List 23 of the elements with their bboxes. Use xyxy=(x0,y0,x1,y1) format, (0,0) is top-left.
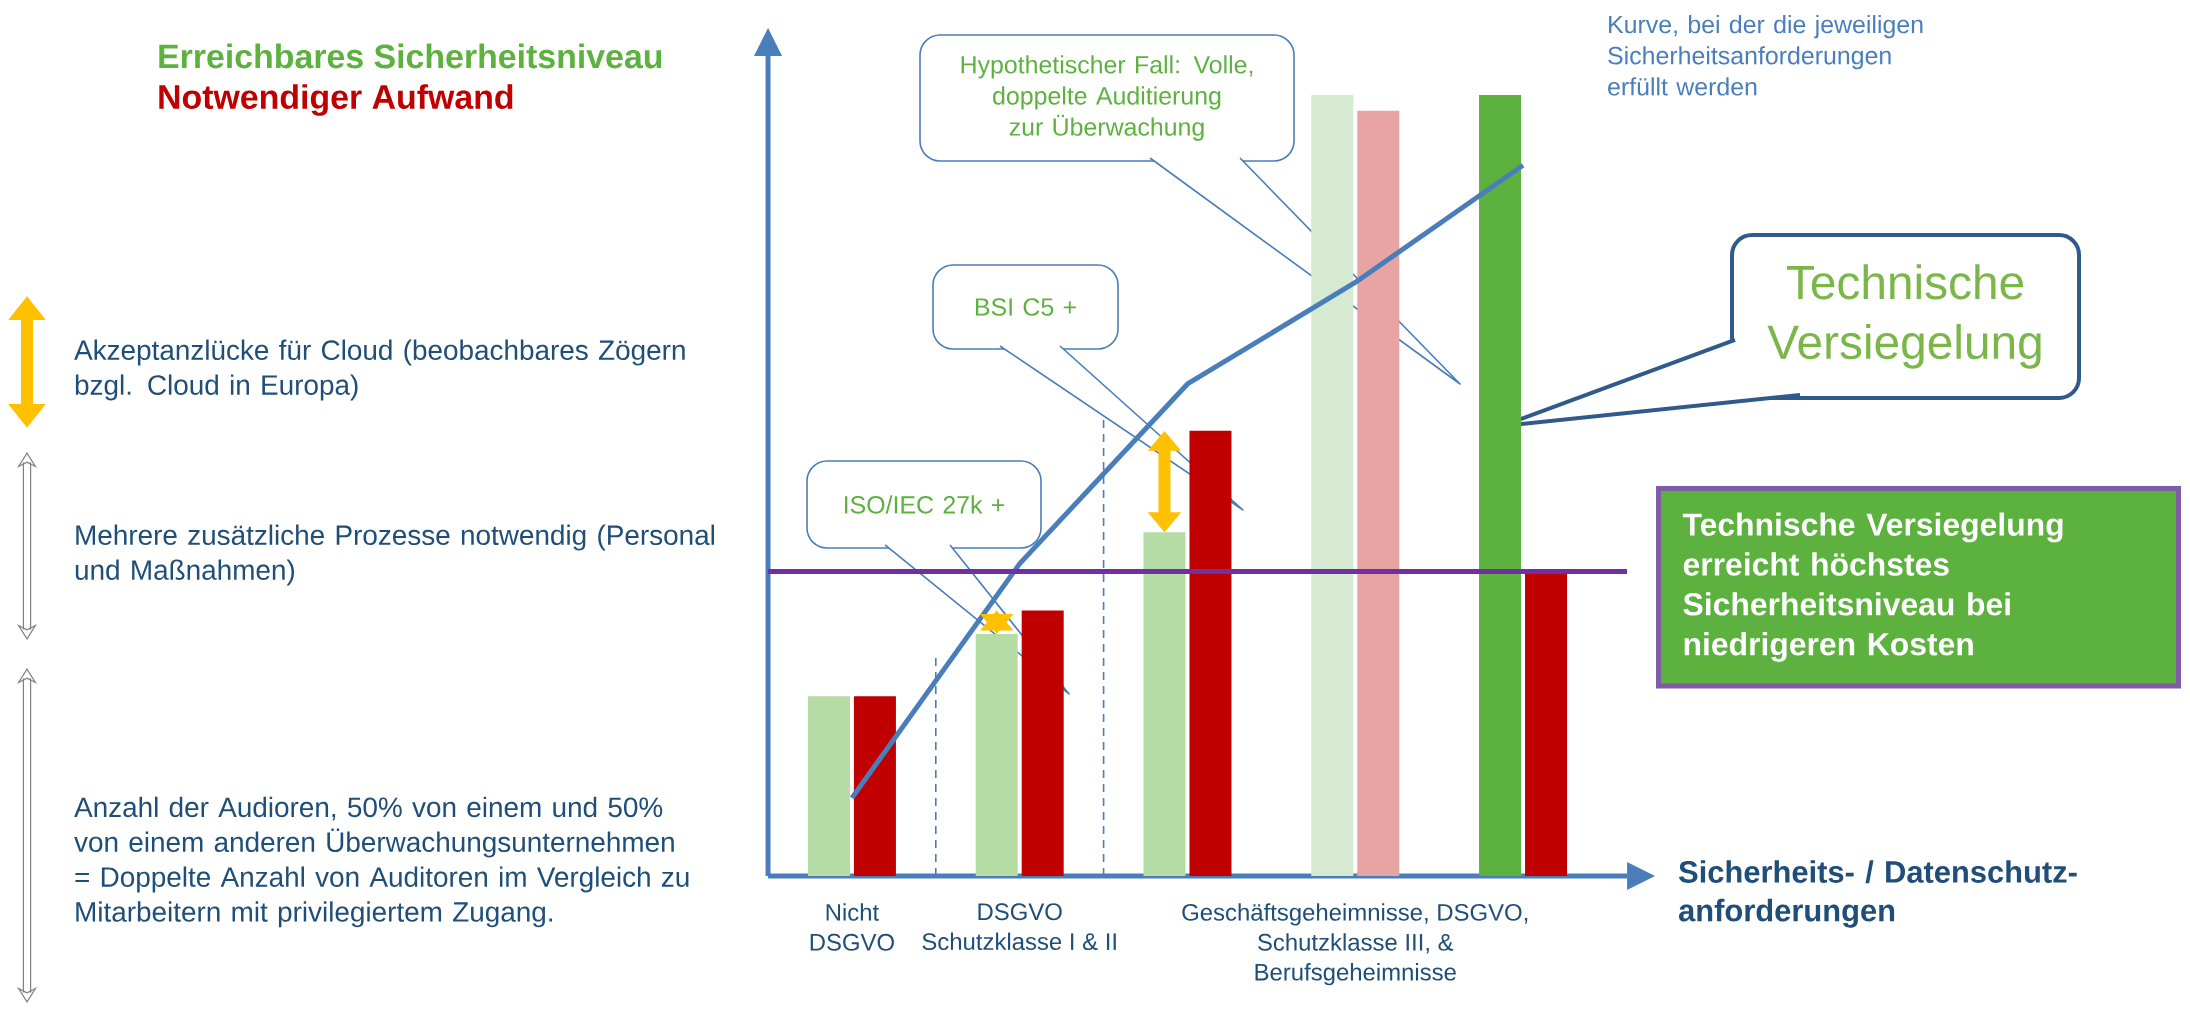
annotation: ISO/IEC 27k + xyxy=(845,495,1005,514)
x-tick-label: Nicht DSGVO xyxy=(810,903,894,951)
bar xyxy=(1525,571,1568,876)
text: Anzahl der Audioren, 50% von einem und 50% von einem anderen Überwachungsunternehmen = Doppelte Anzahl von Auditoren im Vergleich zu Mitarbeitern mit privilegiertem Zugang. xyxy=(74,796,689,928)
bar xyxy=(1311,95,1354,876)
text: Kurve, bei der die jeweiligen Sicherheitsanforderungen erfüllt werden xyxy=(1608,15,1923,96)
bar xyxy=(807,696,850,876)
bar xyxy=(1189,430,1232,876)
bar xyxy=(1021,610,1064,876)
x-axis-title: Sicherheits- / Datenschutz-anforderungen xyxy=(1678,860,2077,928)
x-tick-label: DSGVO Schutzklasse I & II xyxy=(922,903,1116,951)
bar xyxy=(853,696,896,876)
text: Technische Versiegelung xyxy=(1767,264,2041,369)
text: Akzeptanzlücke für Cloud (beobachbares Zögern bzgl. Cloud in Europa) xyxy=(74,339,685,401)
bar xyxy=(1479,95,1522,876)
text: Technische Versiegelung erreicht höchstes Sicherheitsniveau bei niedrigeren Kosten xyxy=(1682,512,2063,662)
x-tick-label: Geschäftsgeheimnisse, DSGVO, Schutzklasse III, & Berufsgeheimnisse xyxy=(1182,903,1528,986)
text: Notwendiger Aufwand xyxy=(159,84,513,116)
bar xyxy=(1357,110,1400,876)
text: Mehrere zusätzliche Prozesse notwendig (Personal und Maßnahmen) xyxy=(75,524,714,586)
annotation: Hypothetischer Fall: Volle, doppelte Auditierung zur Überwachung xyxy=(961,55,1253,141)
annotation: BSI C5 + xyxy=(975,298,1076,316)
text: Erreichbares Sicherheitsniveau xyxy=(159,43,662,69)
